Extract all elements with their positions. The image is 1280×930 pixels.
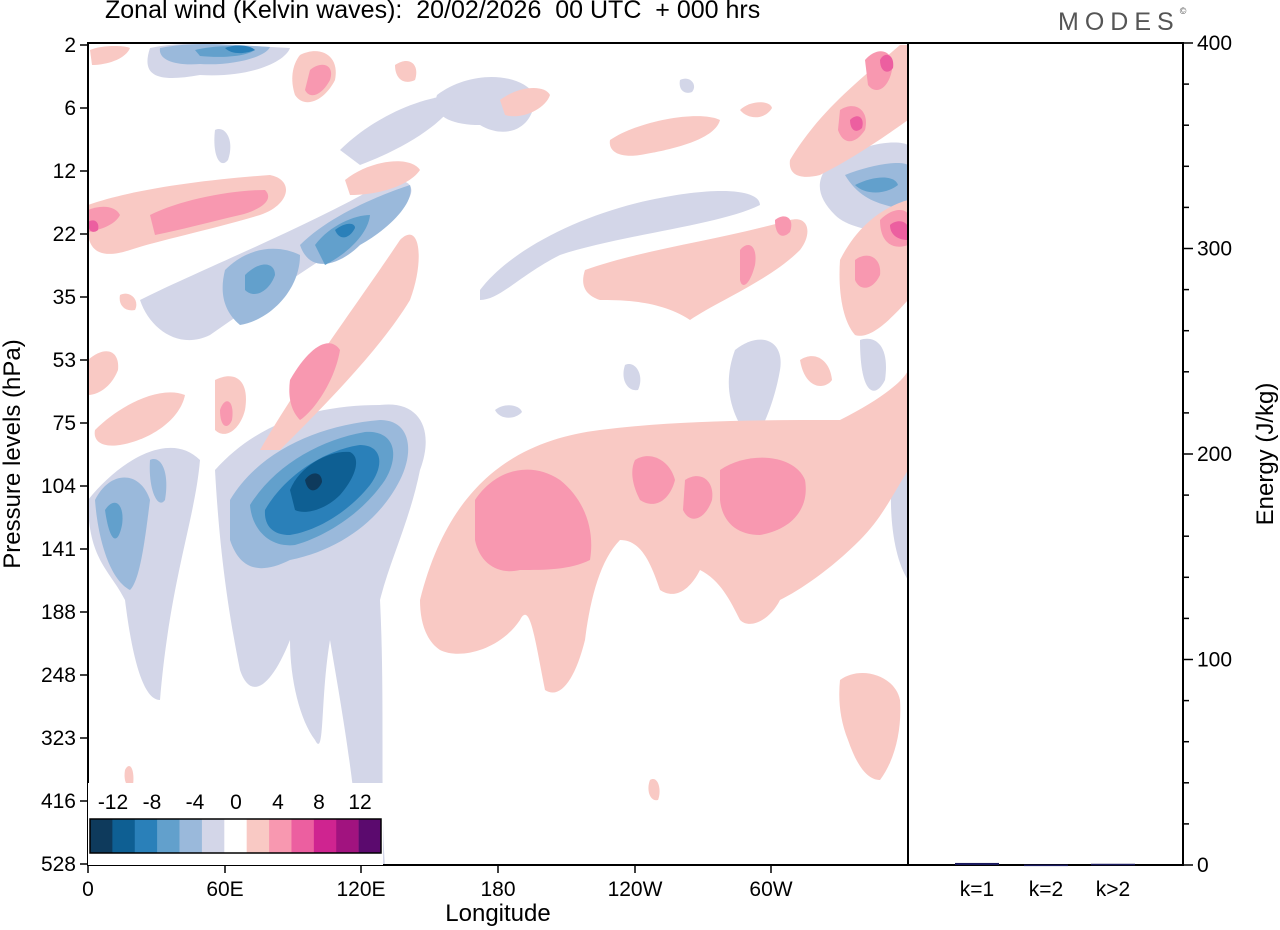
y-tick-label: 6	[64, 97, 76, 120]
energy-tick-label: 400	[1197, 32, 1232, 55]
colorbar-tick-label: 4	[272, 791, 284, 814]
energy-tick-marks	[1183, 42, 1193, 866]
x-tick-label: 120W	[608, 878, 663, 901]
colorbar-cells	[90, 819, 382, 853]
energy-bar	[1024, 864, 1068, 867]
colorbar-cell	[90, 819, 113, 853]
y-tick-label: 416	[41, 790, 76, 813]
y-tick-label: 53	[53, 349, 76, 372]
x-tick-label: 60W	[749, 878, 792, 901]
colorbar-tick-label: -12	[98, 791, 128, 814]
energy-category-labels: k=1 k=2 k>2	[960, 878, 1130, 901]
energy-tick-labels: 0 100 200 300 400	[1197, 32, 1232, 877]
colorbar-cell	[134, 819, 158, 853]
x-tick-label: 0	[82, 878, 94, 901]
energy-tick-label: 100	[1197, 649, 1232, 672]
y-tick-label: 188	[41, 601, 76, 624]
x-axis-title: Longitude	[445, 900, 550, 927]
energy-frame	[907, 42, 1184, 866]
colorbar-legend: -12 -8 -4 0 4 8 12	[88, 783, 383, 865]
colorbar-cell	[224, 819, 247, 853]
contour-band-plus-8	[88, 54, 908, 240]
brand-logo: MODES©	[1058, 6, 1187, 37]
x-tick-label: 120E	[336, 878, 385, 901]
contour-field	[88, 43, 908, 865]
contour-band-plus-4	[88, 45, 908, 865]
colorbar-tick-label: 8	[313, 791, 325, 814]
colorbar-tick-label: -8	[143, 791, 162, 814]
energy-axis-title: Energy (J/kg)	[1252, 383, 1279, 526]
y-tick-label: 528	[41, 853, 76, 876]
colorbar-cell	[336, 819, 359, 853]
y-tick-marks	[80, 44, 88, 865]
x-tick-labels: 0 60E 120E 180 120W 60W	[82, 878, 793, 901]
energy-tick-label: 200	[1197, 443, 1232, 466]
colorbar-tick-label: -4	[186, 791, 205, 814]
colorbar-cell	[246, 819, 270, 853]
energy-category-label: k=1	[960, 878, 994, 901]
x-tick-label: 180	[480, 878, 515, 901]
energy-category-label: k>2	[1096, 878, 1130, 901]
colorbar-cell	[201, 819, 225, 853]
colorbar-cell	[179, 819, 203, 853]
brand-mark: ©	[1179, 6, 1187, 16]
colorbar-cell	[313, 819, 337, 853]
energy-bars	[955, 862, 1135, 867]
energy-bar	[955, 862, 999, 865]
y-tick-label: 75	[53, 412, 76, 435]
y-tick-label: 22	[53, 223, 76, 246]
energy-tick-label: 300	[1197, 238, 1232, 261]
contour-band-minus-14	[305, 473, 322, 491]
chart-title: Zonal wind (Kelvin waves): 20/02/2026 00…	[105, 0, 761, 24]
energy-tick-label: 0	[1197, 854, 1209, 877]
y-tick-labels: 2 6 12 22 35 53 75 104 141 188 248 323 4…	[41, 34, 76, 876]
colorbar-cell	[291, 819, 315, 853]
colorbar-cell	[112, 819, 136, 853]
colorbar-cell	[269, 819, 292, 853]
colorbar-frame	[89, 818, 382, 854]
y-tick-label: 141	[41, 538, 76, 561]
y-tick-label: 323	[41, 727, 76, 750]
energy-bar	[1091, 863, 1135, 866]
colorbar-cell	[358, 819, 382, 853]
energy-category-label: k=2	[1029, 878, 1063, 901]
colorbar-tick-label: 12	[348, 791, 371, 814]
colorbar-tick-label: 0	[230, 791, 242, 814]
y-tick-label: 35	[53, 286, 76, 309]
x-tick-marks	[87, 865, 772, 873]
x-tick-label: 60E	[206, 878, 243, 901]
y-tick-label: 2	[64, 34, 76, 57]
colorbar-tick-labels: -12 -8 -4 0 4 8 12	[98, 791, 372, 814]
y-tick-label: 12	[53, 160, 76, 183]
y-tick-label: 104	[41, 475, 76, 498]
contour-band-minus-12	[290, 451, 357, 512]
y-axis-title: Pressure levels (hPa)	[0, 339, 26, 568]
brand-name: MODES	[1058, 8, 1180, 36]
y-tick-label: 248	[41, 664, 76, 687]
colorbar-cell	[157, 819, 180, 853]
